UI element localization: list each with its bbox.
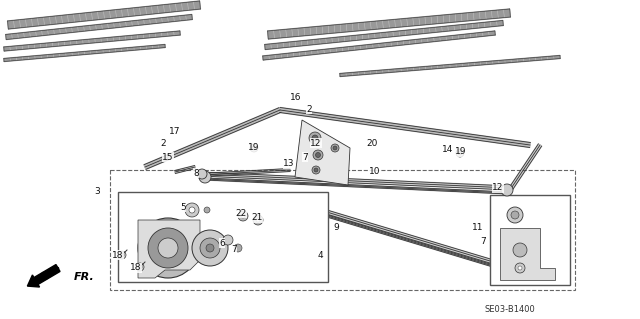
Polygon shape [175, 166, 195, 174]
Text: 12: 12 [310, 138, 322, 147]
Circle shape [206, 244, 214, 252]
Circle shape [118, 251, 126, 259]
Polygon shape [144, 108, 281, 169]
Text: 18: 18 [112, 250, 124, 259]
Circle shape [148, 228, 188, 268]
Text: 6: 6 [219, 239, 225, 248]
Circle shape [458, 151, 462, 155]
Circle shape [333, 146, 337, 150]
Bar [118, 192, 328, 282]
Circle shape [197, 169, 207, 179]
Text: 16: 16 [291, 93, 301, 101]
Circle shape [192, 230, 228, 266]
Polygon shape [280, 108, 531, 147]
Polygon shape [6, 14, 192, 40]
Circle shape [456, 149, 464, 157]
Text: 10: 10 [369, 167, 381, 176]
Circle shape [250, 144, 258, 152]
Text: 4: 4 [317, 250, 323, 259]
Polygon shape [138, 220, 200, 278]
Circle shape [138, 265, 142, 269]
Polygon shape [205, 178, 508, 194]
Circle shape [158, 238, 178, 258]
Bar [110, 170, 575, 290]
Circle shape [238, 211, 248, 221]
Circle shape [507, 207, 523, 223]
Text: 19: 19 [455, 147, 467, 157]
Polygon shape [200, 172, 510, 190]
Circle shape [204, 207, 210, 213]
Polygon shape [295, 120, 350, 185]
Text: 9: 9 [333, 224, 339, 233]
Circle shape [223, 235, 233, 245]
Circle shape [515, 263, 525, 273]
Polygon shape [508, 144, 541, 191]
Circle shape [253, 215, 263, 225]
Polygon shape [340, 56, 560, 77]
Polygon shape [265, 20, 503, 49]
Polygon shape [280, 196, 520, 272]
Circle shape [241, 214, 245, 218]
FancyArrow shape [28, 264, 60, 287]
Polygon shape [4, 31, 180, 51]
Text: 2: 2 [160, 138, 166, 147]
Polygon shape [284, 202, 524, 276]
Circle shape [120, 253, 124, 257]
Text: 2: 2 [306, 105, 312, 114]
Circle shape [312, 135, 318, 141]
Circle shape [234, 244, 242, 252]
Text: 5: 5 [180, 203, 186, 211]
Text: 13: 13 [284, 160, 295, 168]
Circle shape [136, 263, 144, 271]
Polygon shape [268, 9, 510, 39]
Circle shape [309, 132, 321, 144]
Text: 7: 7 [480, 236, 486, 246]
Text: 14: 14 [442, 145, 454, 154]
Polygon shape [263, 31, 495, 60]
Text: 12: 12 [492, 183, 504, 192]
Circle shape [513, 243, 527, 257]
Circle shape [138, 218, 198, 278]
Circle shape [189, 207, 195, 213]
Text: 17: 17 [169, 128, 180, 137]
Text: 3: 3 [94, 187, 100, 196]
Bar [490, 195, 570, 285]
Text: 18: 18 [131, 263, 141, 272]
Circle shape [501, 184, 513, 196]
Text: 19: 19 [248, 144, 260, 152]
Text: FR.: FR. [74, 272, 95, 282]
Circle shape [256, 218, 260, 222]
Polygon shape [500, 228, 555, 280]
Circle shape [199, 171, 211, 183]
Text: SE03-B1400: SE03-B1400 [484, 306, 536, 315]
Circle shape [312, 166, 320, 174]
Circle shape [313, 150, 323, 160]
Circle shape [511, 211, 519, 219]
Circle shape [252, 146, 256, 150]
Text: 11: 11 [472, 224, 484, 233]
Circle shape [200, 238, 220, 258]
Polygon shape [200, 168, 290, 176]
Text: 15: 15 [163, 152, 173, 161]
Text: 20: 20 [366, 138, 378, 147]
Polygon shape [4, 45, 165, 62]
Polygon shape [8, 1, 200, 29]
Circle shape [316, 152, 321, 158]
Circle shape [314, 168, 318, 172]
Text: 7: 7 [231, 246, 237, 255]
Circle shape [331, 144, 339, 152]
Circle shape [518, 266, 522, 270]
Text: 7: 7 [302, 152, 308, 161]
Text: 8: 8 [193, 168, 199, 177]
Text: 21: 21 [252, 213, 262, 222]
Circle shape [185, 203, 199, 217]
Text: 22: 22 [236, 209, 246, 218]
